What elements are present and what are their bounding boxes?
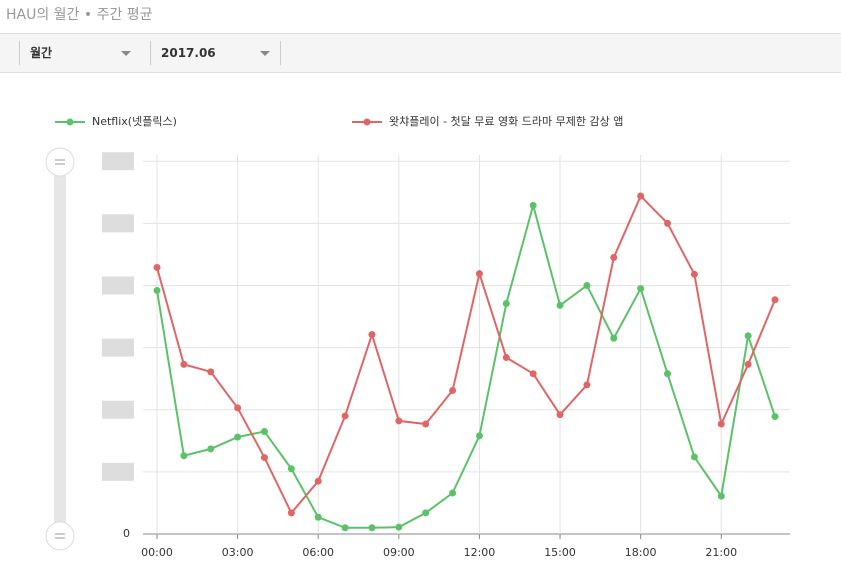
- data-point: [422, 420, 430, 428]
- data-point: [368, 524, 376, 532]
- series-line: [156, 201, 776, 529]
- data-point: [690, 270, 698, 278]
- redacted-label: [102, 152, 134, 171]
- data-point: [475, 270, 483, 278]
- data-point: [637, 285, 645, 293]
- x-tick-label: 09:00: [383, 546, 415, 559]
- data-point: [556, 411, 564, 419]
- data-point: [314, 513, 322, 521]
- data-point: [314, 477, 322, 485]
- data-point: [664, 370, 672, 378]
- data-point: [260, 427, 268, 435]
- data-point: [637, 192, 645, 200]
- data-point: [744, 332, 752, 340]
- dropdown-text: 2017.06: [161, 46, 216, 60]
- x-tick-label: 15:00: [544, 546, 576, 559]
- redacted-label: [102, 462, 134, 481]
- data-point: [610, 334, 618, 342]
- data-point: [395, 417, 403, 425]
- redacted-label: [102, 400, 134, 419]
- data-point: [153, 286, 161, 294]
- legend-label: Netflix(넷플릭스): [92, 115, 177, 128]
- data-point: [207, 445, 215, 453]
- legend-label: 왓챠플레이 - 첫달 무료 영화 드라마 무제한 감상 앱: [389, 115, 623, 128]
- data-point: [583, 281, 591, 289]
- series-line: [156, 194, 776, 515]
- data-point: [341, 412, 349, 420]
- data-point: [180, 360, 188, 368]
- redacted-label: [102, 214, 134, 233]
- redacted-label: [102, 276, 134, 295]
- x-tick-label: 06:00: [302, 546, 334, 559]
- data-point: [529, 370, 537, 378]
- data-point: [180, 452, 188, 460]
- data-point: [717, 492, 725, 500]
- data-point: [153, 263, 161, 271]
- data-point: [744, 360, 752, 368]
- dropdown-arrow: [260, 51, 270, 56]
- data-point: [287, 465, 295, 473]
- data-point: [449, 386, 457, 394]
- legend-marker: [363, 118, 371, 126]
- data-point: [475, 432, 483, 440]
- data-point: [583, 381, 591, 389]
- data-point: [368, 331, 376, 339]
- data-point: [690, 453, 698, 461]
- data-point: [287, 509, 295, 517]
- data-point: [234, 433, 242, 441]
- toolbar: 월간 2017.06: [0, 33, 841, 73]
- redacted-label: [102, 338, 134, 357]
- page-title: HAU의 월간 • 주간 평균: [6, 7, 153, 23]
- data-point: [234, 404, 242, 412]
- data-point: [771, 413, 779, 421]
- y-tick-label: 0: [123, 527, 130, 540]
- data-point: [260, 454, 268, 462]
- x-tick-label: 12:00: [464, 546, 496, 559]
- data-point: [771, 296, 779, 304]
- data-point: [422, 509, 430, 517]
- data-point: [502, 299, 510, 307]
- data-point: [529, 201, 537, 209]
- data-point: [341, 524, 349, 532]
- slider-track: [54, 162, 66, 536]
- data-point: [717, 420, 725, 428]
- data-point: [502, 354, 510, 362]
- legend-marker: [66, 118, 74, 126]
- x-tick-label: 00:00: [141, 546, 173, 559]
- data-point: [449, 489, 457, 497]
- x-tick-label: 03:00: [222, 546, 254, 559]
- period-dropdown[interactable]: 월간: [19, 41, 141, 65]
- data-point: [207, 368, 215, 376]
- slider-handle[interactable]: [45, 521, 75, 551]
- data-point: [395, 523, 403, 531]
- x-tick-label: 21:00: [705, 546, 737, 559]
- slider-handle[interactable]: [45, 147, 75, 177]
- x-tick-label: 18:00: [625, 546, 657, 559]
- month-dropdown[interactable]: 2017.06: [150, 41, 281, 65]
- data-point: [556, 301, 564, 309]
- data-point: [610, 254, 618, 262]
- dropdown-arrow: [121, 51, 131, 56]
- data-point: [664, 219, 672, 227]
- dropdown-text: 월간: [30, 46, 53, 60]
